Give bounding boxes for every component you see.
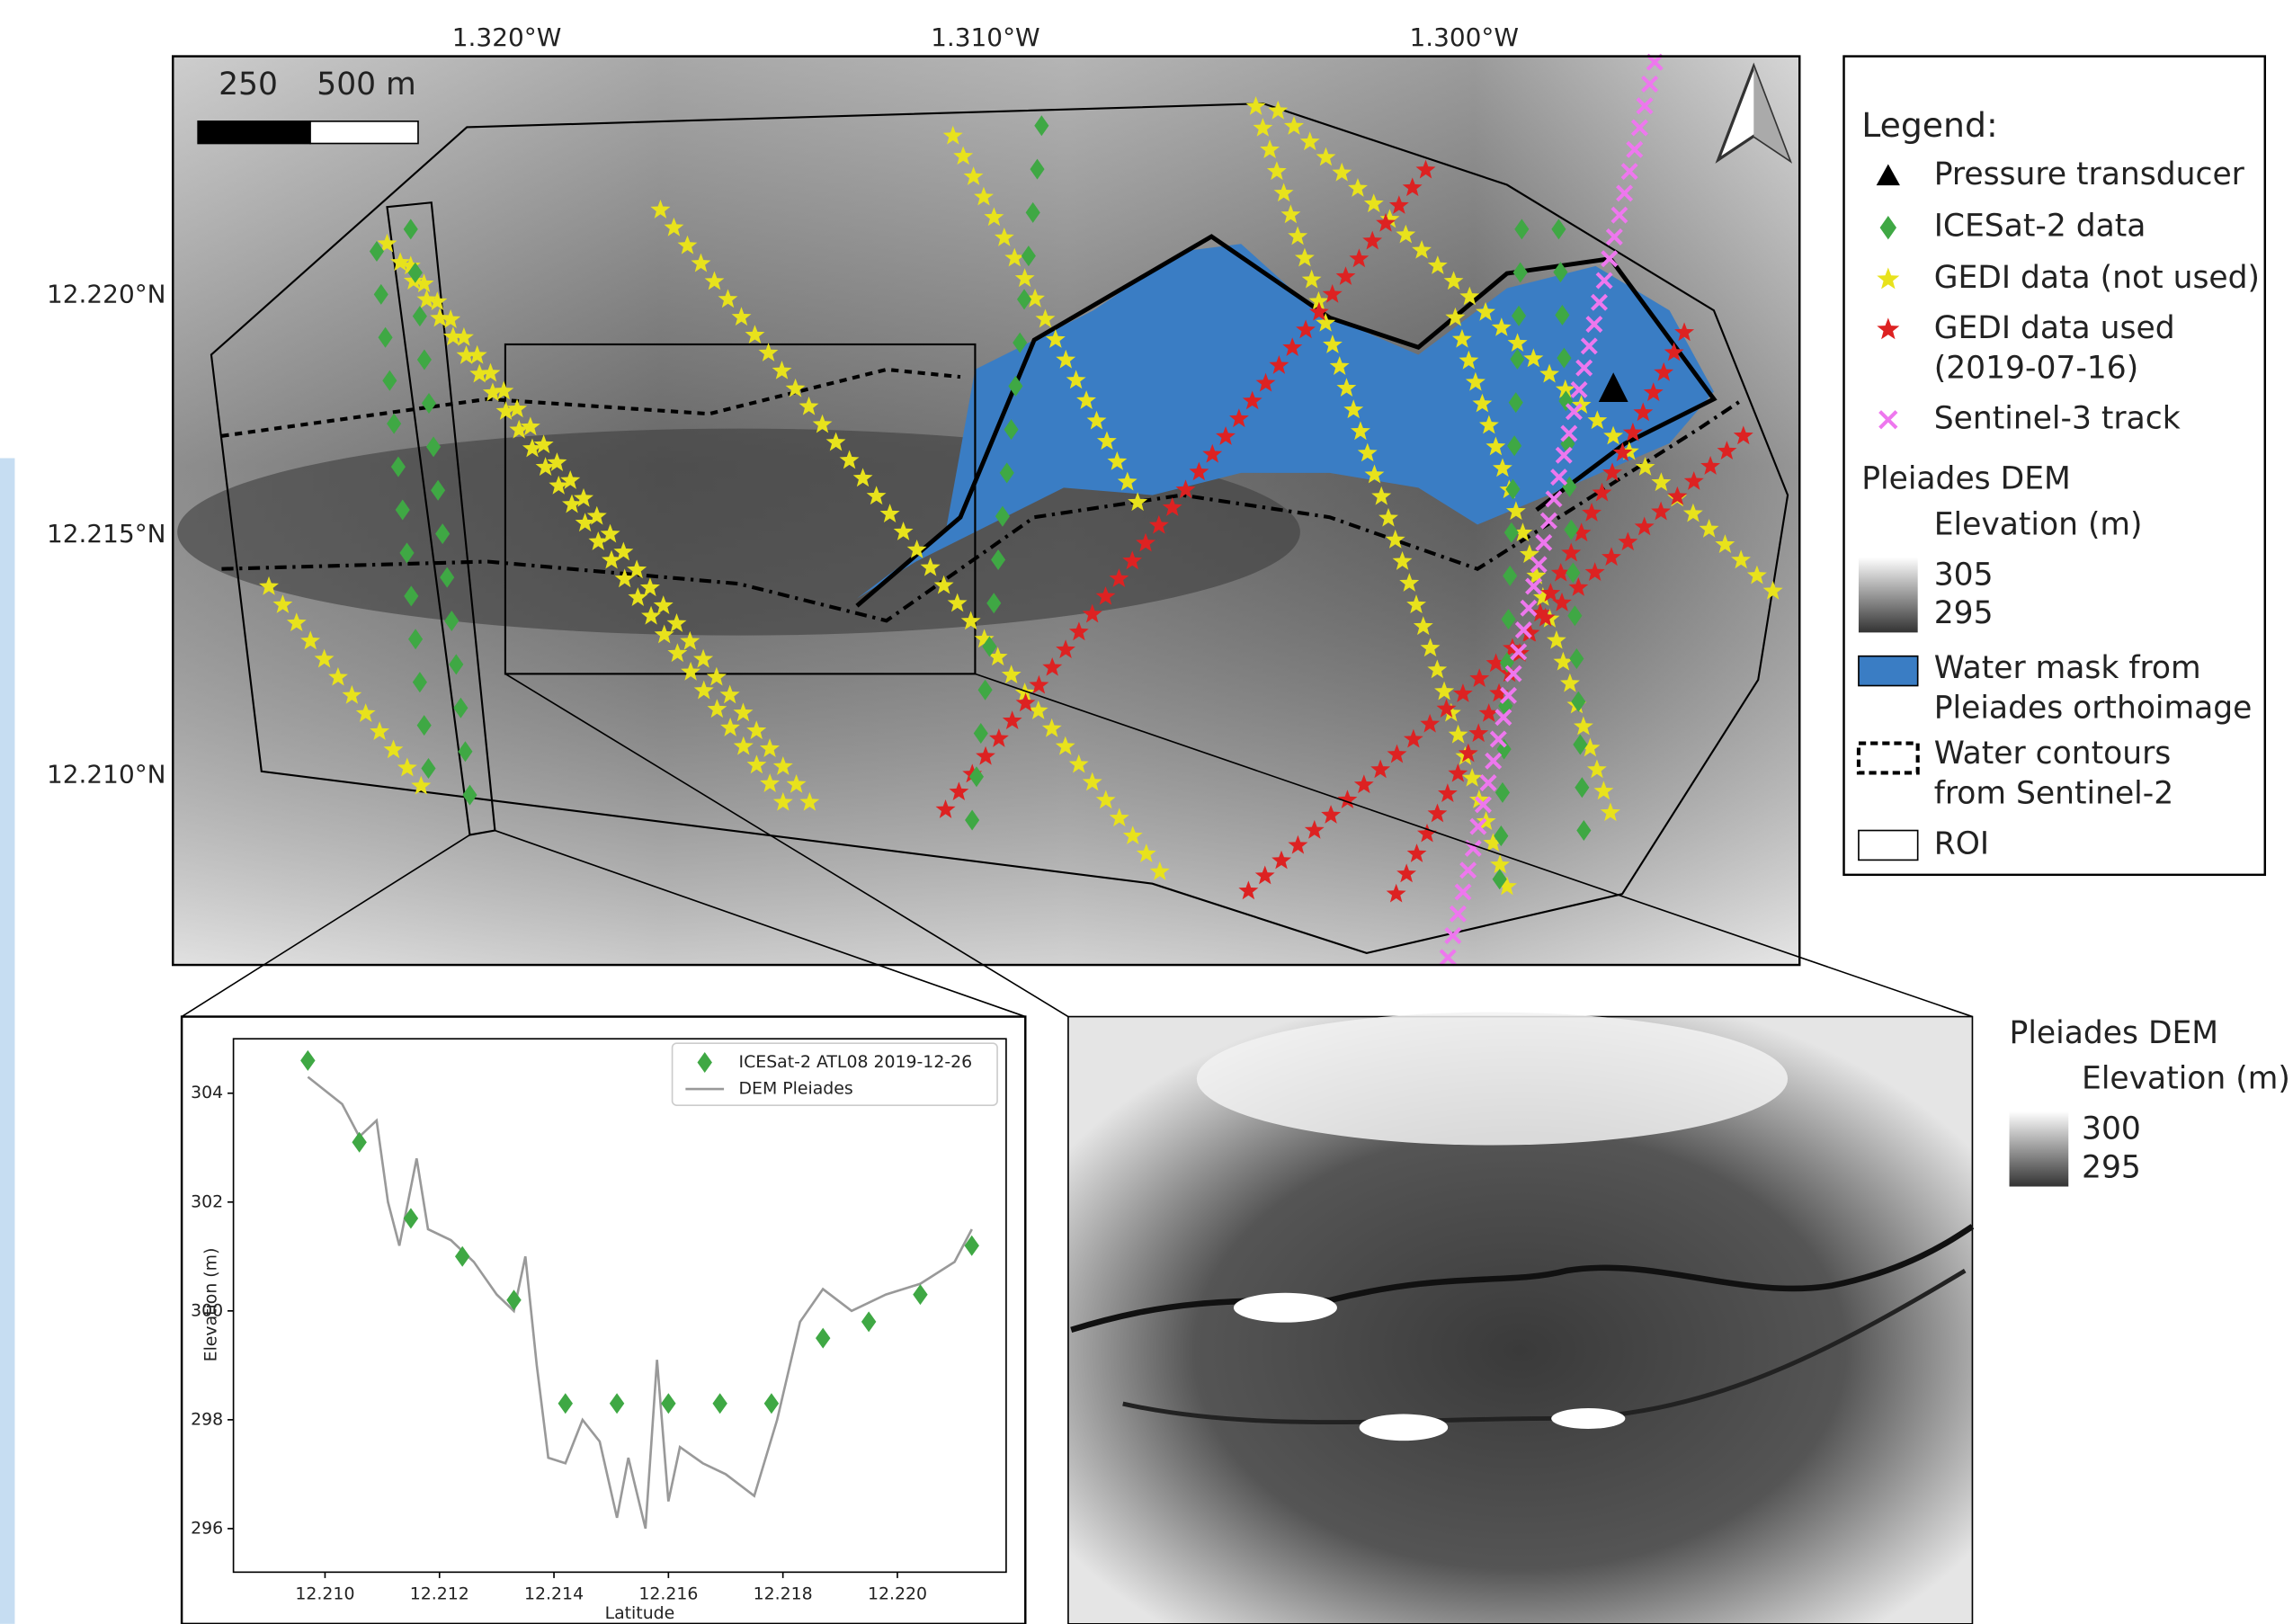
legend-label: from Sentinel-2 xyxy=(1934,776,2173,812)
y-tick-label: 296 xyxy=(191,1518,223,1538)
ramp-label: 295 xyxy=(2082,1149,2141,1185)
legend-label: Sentinel-3 track xyxy=(1934,400,2181,436)
bright-pool xyxy=(1360,1414,1449,1441)
inset-dem xyxy=(1068,1013,1973,1624)
figure: 250 500 m 1.320°W 1.310°W 1.300°W 12.220… xyxy=(0,0,2293,1624)
scale-label: 250 xyxy=(219,67,278,103)
legend-label: ROI xyxy=(1934,825,1989,861)
legend-label: GEDI data (not used) xyxy=(1934,260,2260,296)
y-tick-label: 298 xyxy=(191,1409,223,1429)
legend-label: GEDI data used xyxy=(1934,310,2175,346)
ramp-label: 305 xyxy=(1934,557,1994,593)
ramp-label: 300 xyxy=(2082,1111,2141,1147)
legend-label: Water contours xyxy=(1934,736,2172,772)
lon-label: 1.320°W xyxy=(452,22,562,52)
lon-label: 1.310°W xyxy=(931,22,1040,52)
x-tick-label: 12.216 xyxy=(638,1584,698,1603)
x-axis-label: Latitude xyxy=(605,1603,675,1623)
y-tick-label: 304 xyxy=(191,1083,223,1102)
chart-legend-label: DEM Pleiades xyxy=(739,1079,853,1099)
bright-pool xyxy=(1234,1293,1337,1323)
x-tick-label: 12.214 xyxy=(524,1584,584,1603)
x-tick-label: 12.210 xyxy=(295,1584,354,1603)
inset-legend-unit: Elevation (m) xyxy=(2082,1061,2290,1097)
chart-frame xyxy=(182,1017,1025,1624)
legend-label: Pleiades orthoimage xyxy=(1934,690,2253,726)
y-tick-label: 300 xyxy=(191,1300,223,1320)
color-ramp xyxy=(1859,558,1918,633)
ramp-label: 295 xyxy=(1934,595,1994,631)
lat-label: 12.210°N xyxy=(47,760,166,790)
legend-label: Pressure transducer xyxy=(1934,156,2245,192)
legend-swatch xyxy=(1859,744,1918,773)
y-tick-label: 302 xyxy=(191,1191,223,1211)
legend-title: Legend: xyxy=(1861,105,1997,145)
lon-label: 1.300°W xyxy=(1409,22,1519,52)
scale-bar xyxy=(310,121,418,144)
legend-label: Water mask from xyxy=(1934,650,2201,686)
legend: Legend: Pleiades DEM Elevation (m) 305 2… xyxy=(1844,57,2265,875)
chart-legend-label: ICESat-2 ATL08 2019-12-26 xyxy=(739,1052,973,1072)
legend-dem-unit: Elevation (m) xyxy=(1934,507,2143,543)
profile-chart: Latitude Elevation (m) 12.21012.21212.21… xyxy=(182,1017,1025,1624)
bright-area xyxy=(1197,1013,1788,1146)
map: 250 500 m 1.320°W 1.310°W 1.300°W 12.220… xyxy=(47,22,1799,965)
x-tick-label: 12.212 xyxy=(410,1584,469,1603)
color-ramp xyxy=(2010,1111,2069,1187)
legend-swatch xyxy=(1859,831,1918,861)
scale-bar xyxy=(198,121,310,144)
x-tick-label: 12.218 xyxy=(754,1584,813,1603)
bright-pool xyxy=(1551,1408,1625,1429)
legend-label: ICESat-2 data xyxy=(1934,209,2146,245)
legend-label: (2019-07-16) xyxy=(1934,350,2138,386)
lat-label: 12.220°N xyxy=(47,280,166,309)
legend-dem-title: Pleiades DEM xyxy=(1861,461,2071,497)
inset-legend-title: Pleiades DEM xyxy=(2010,1015,2219,1051)
scale-label: 500 m xyxy=(317,67,415,103)
x-tick-label: 12.220 xyxy=(868,1584,927,1603)
legend-swatch xyxy=(1859,656,1918,686)
side-strip xyxy=(0,458,14,1623)
lat-label: 12.215°N xyxy=(47,519,166,549)
